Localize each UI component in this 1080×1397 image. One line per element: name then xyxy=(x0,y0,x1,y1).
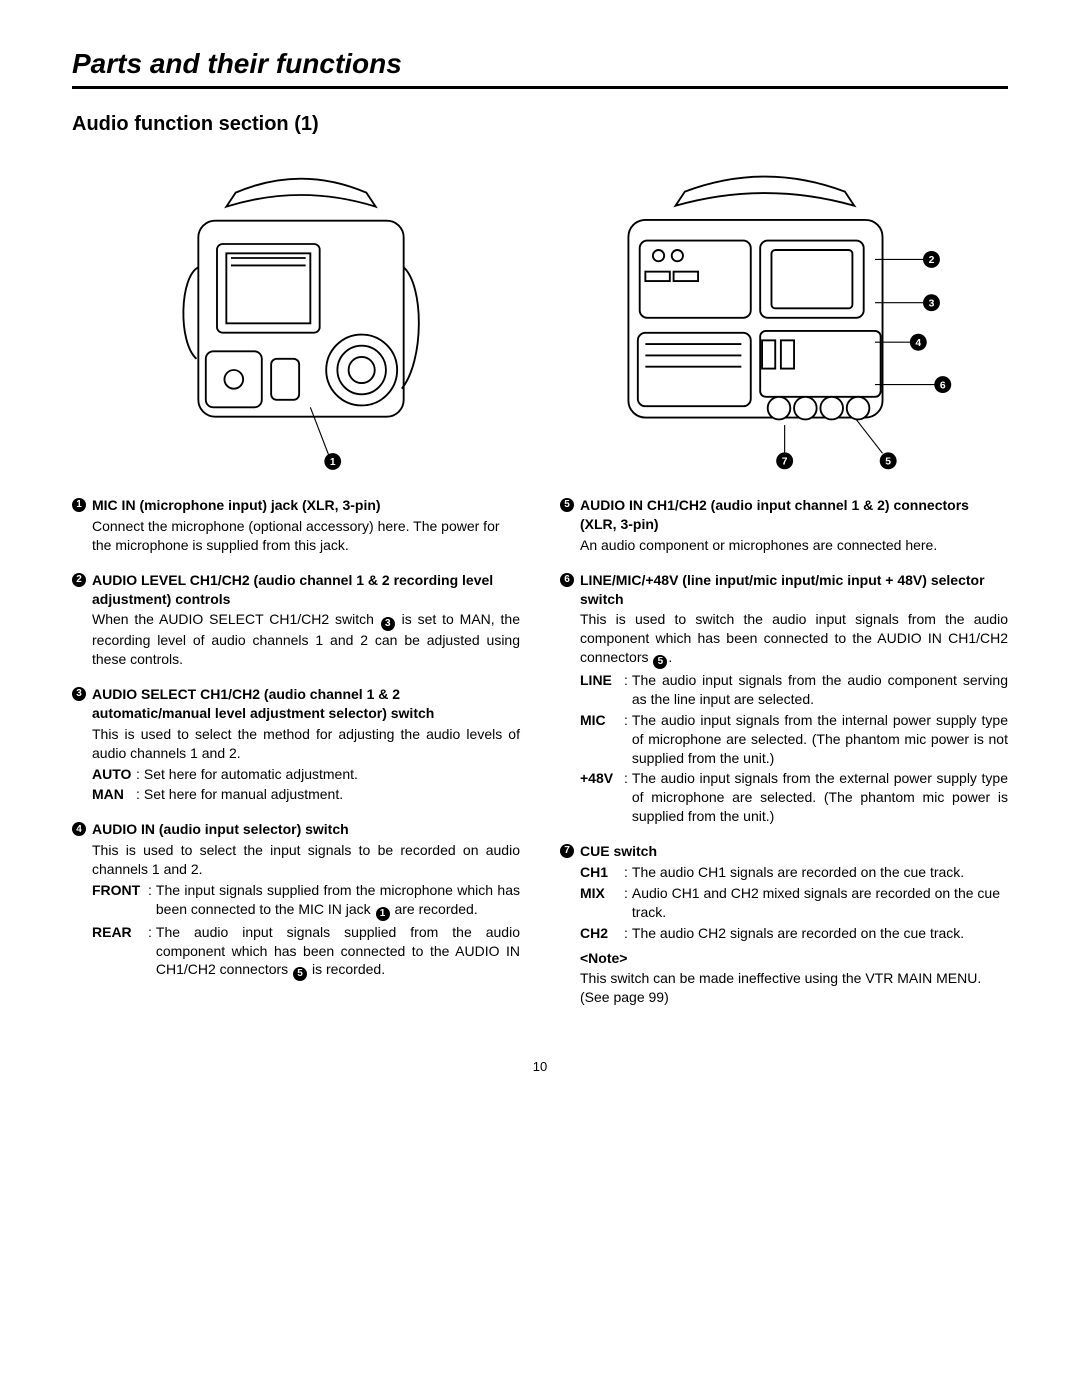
item-1: 1 MIC IN (microphone input) jack (XLR, 3-… xyxy=(72,496,520,555)
callout-2: 2 xyxy=(929,255,935,266)
def-ch2: The audio CH2 signals are recorded on th… xyxy=(632,924,1008,943)
term-man: MAN xyxy=(92,785,132,804)
bullet-4: 4 xyxy=(72,822,86,836)
item-1-body: Connect the microphone (optional accesso… xyxy=(92,517,520,555)
page-number: 10 xyxy=(72,1059,1008,1074)
ref-1: 1 xyxy=(376,907,390,921)
term-ch2: CH2 xyxy=(580,924,620,943)
bullet-6: 6 xyxy=(560,573,574,587)
term-line: LINE xyxy=(580,671,620,690)
term-48v: +48V xyxy=(580,769,620,788)
item-7: 7 CUE switch CH1:The audio CH1 signals ar… xyxy=(560,842,1008,1007)
item-1-title: MIC IN (microphone input) jack (XLR, 3-p… xyxy=(92,496,381,515)
item-7-defs: CH1:The audio CH1 signals are recorded o… xyxy=(580,863,1008,943)
term-ch1: CH1 xyxy=(580,863,620,882)
item-5-title: AUDIO IN CH1/CH2 (audio input channel 1 … xyxy=(580,496,1008,534)
camera-front-illustration: 1 xyxy=(161,154,441,474)
def-line: The audio input signals from the audio c… xyxy=(632,671,1008,709)
figure-left: 1 xyxy=(72,154,530,474)
term-mix: MIX xyxy=(580,884,620,903)
item-4: 4AUDIO IN (audio input selector) switch … xyxy=(72,820,520,981)
item-5-body: An audio component or microphones are co… xyxy=(580,536,1008,555)
term-mic: MIC xyxy=(580,711,620,730)
callout-1: 1 xyxy=(330,457,336,468)
item-6-body: This is used to switch the audio input s… xyxy=(580,610,1008,669)
section-title: Audio function section (1) xyxy=(72,113,1008,136)
def-mix: Audio CH1 and CH2 mixed signals are reco… xyxy=(632,884,1008,922)
item-4-body: This is used to select the input signals… xyxy=(92,841,520,879)
term-front: FRONT xyxy=(92,881,144,900)
def-ch1: The audio CH1 signals are recorded on th… xyxy=(632,863,1008,882)
item-6-title: LINE/MIC/+48V (line input/mic input/mic … xyxy=(580,571,1008,609)
item-3: 3 AUDIO SELECT CH1/CH2 (audio channel 1 &… xyxy=(72,685,520,804)
camera-rear-illustration: 2 3 4 6 7 5 xyxy=(599,154,959,474)
callout-7: 7 xyxy=(782,457,788,468)
item-7-title: CUE switch xyxy=(580,842,657,861)
right-column: 5 AUDIO IN CH1/CH2 (audio input channel 1… xyxy=(560,496,1008,1023)
figure-row: 1 xyxy=(72,154,1008,474)
bullet-7: 7 xyxy=(560,844,574,858)
def-auto: Set here for automatic adjustment. xyxy=(144,765,520,784)
def-front: The input signals supplied from the micr… xyxy=(156,881,520,921)
item-4-defs: FRONT:The input signals supplied from th… xyxy=(92,881,520,981)
item-3-body: This is used to select the method for ad… xyxy=(92,725,520,763)
ref-5a: 5 xyxy=(293,967,307,981)
item-6-defs: LINE:The audio input signals from the au… xyxy=(580,671,1008,826)
ref-3: 3 xyxy=(381,617,395,631)
callout-3: 3 xyxy=(929,298,935,309)
note-label: <Note> xyxy=(580,949,1008,968)
callout-6: 6 xyxy=(940,380,946,391)
def-mic: The audio input signals from the interna… xyxy=(632,711,1008,768)
bullet-3: 3 xyxy=(72,687,86,701)
title-divider xyxy=(72,86,1008,89)
bullet-2: 2 xyxy=(72,573,86,587)
term-rear: REAR xyxy=(92,923,144,942)
callout-5: 5 xyxy=(885,457,891,468)
def-man: Set here for manual adjustment. xyxy=(144,785,520,804)
figure-right: 2 3 4 6 7 5 xyxy=(550,154,1008,474)
content-columns: 1 MIC IN (microphone input) jack (XLR, 3-… xyxy=(72,496,1008,1023)
ref-5b: 5 xyxy=(653,655,667,669)
page-title: Parts and their functions xyxy=(72,48,1008,80)
def-48v: The audio input signals from the externa… xyxy=(632,769,1008,826)
item-3-title: AUDIO SELECT CH1/CH2 (audio channel 1 & … xyxy=(92,685,520,723)
callout-4: 4 xyxy=(915,338,921,349)
term-auto: AUTO xyxy=(92,765,132,784)
item-3-defs: AUTO:Set here for automatic adjustment. … xyxy=(92,765,520,805)
item-6: 6 LINE/MIC/+48V (line input/mic input/mic… xyxy=(560,571,1008,826)
bullet-5: 5 xyxy=(560,498,574,512)
item-5: 5 AUDIO IN CH1/CH2 (audio input channel 1… xyxy=(560,496,1008,555)
item-2: 2 AUDIO LEVEL CH1/CH2 (audio channel 1 & … xyxy=(72,571,520,669)
def-rear: The audio input signals supplied from th… xyxy=(156,923,520,982)
item-4-title: AUDIO IN (audio input selector) switch xyxy=(92,820,349,839)
item-2-body: When the AUDIO SELECT CH1/CH2 switch 3 i… xyxy=(92,610,520,669)
left-column: 1 MIC IN (microphone input) jack (XLR, 3-… xyxy=(72,496,520,1023)
item-2-title: AUDIO LEVEL CH1/CH2 (audio channel 1 & 2… xyxy=(92,571,520,609)
item-7-note: This switch can be made ineffective usin… xyxy=(580,969,1008,1007)
bullet-1: 1 xyxy=(72,498,86,512)
